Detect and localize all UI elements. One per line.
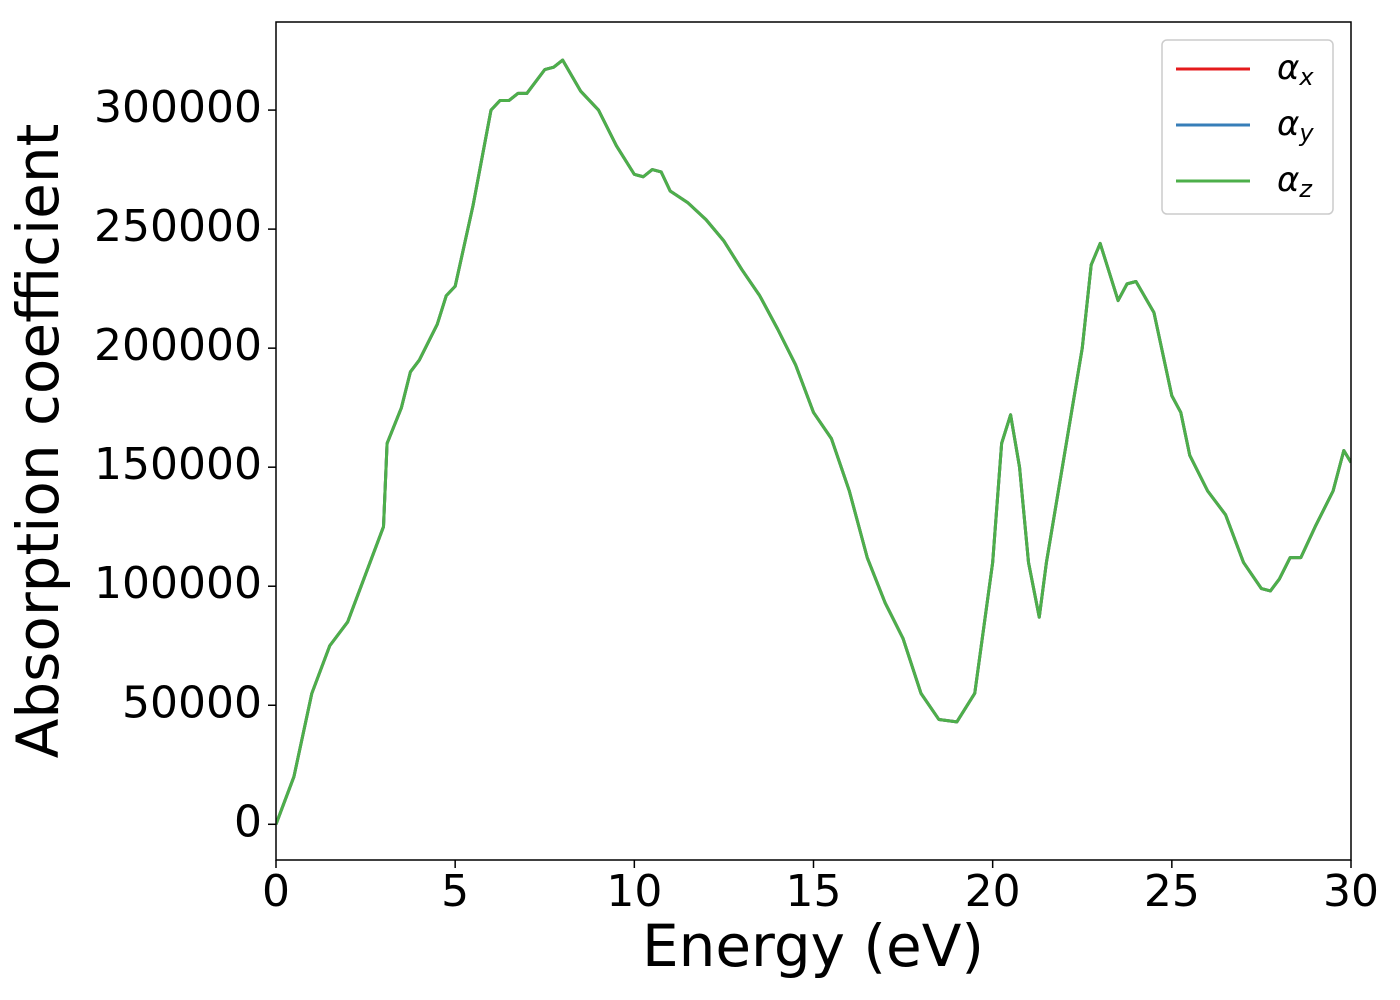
x-tick-label: 5 (441, 866, 469, 917)
y-tick-label: 200000 (94, 320, 262, 371)
x-tick-label: 30 (1323, 866, 1379, 917)
x-tick-label: 25 (1144, 866, 1200, 917)
legend-label: αz (1277, 160, 1313, 204)
legend-label: αx (1277, 48, 1314, 92)
y-tick-label: 250000 (94, 201, 262, 252)
x-tick-label: 10 (606, 866, 662, 917)
legend-label: αy (1277, 104, 1314, 148)
y-axis-label: Absorption coefficient (4, 124, 72, 759)
plot-frame (275, 21, 1352, 861)
legend-box (1161, 39, 1334, 215)
series-line (276, 58, 1351, 825)
y-tick-label: 150000 (94, 439, 262, 490)
x-axis-label: Energy (eV) (642, 912, 984, 980)
x-tick-label: 0 (262, 866, 290, 917)
y-tick-label: 100000 (94, 558, 262, 609)
y-tick-label: 300000 (94, 82, 262, 133)
y-tick-label: 0 (234, 796, 262, 847)
x-tick-label: 15 (786, 866, 842, 917)
x-tick-label: 20 (965, 866, 1021, 917)
y-tick-label: 50000 (122, 677, 262, 728)
